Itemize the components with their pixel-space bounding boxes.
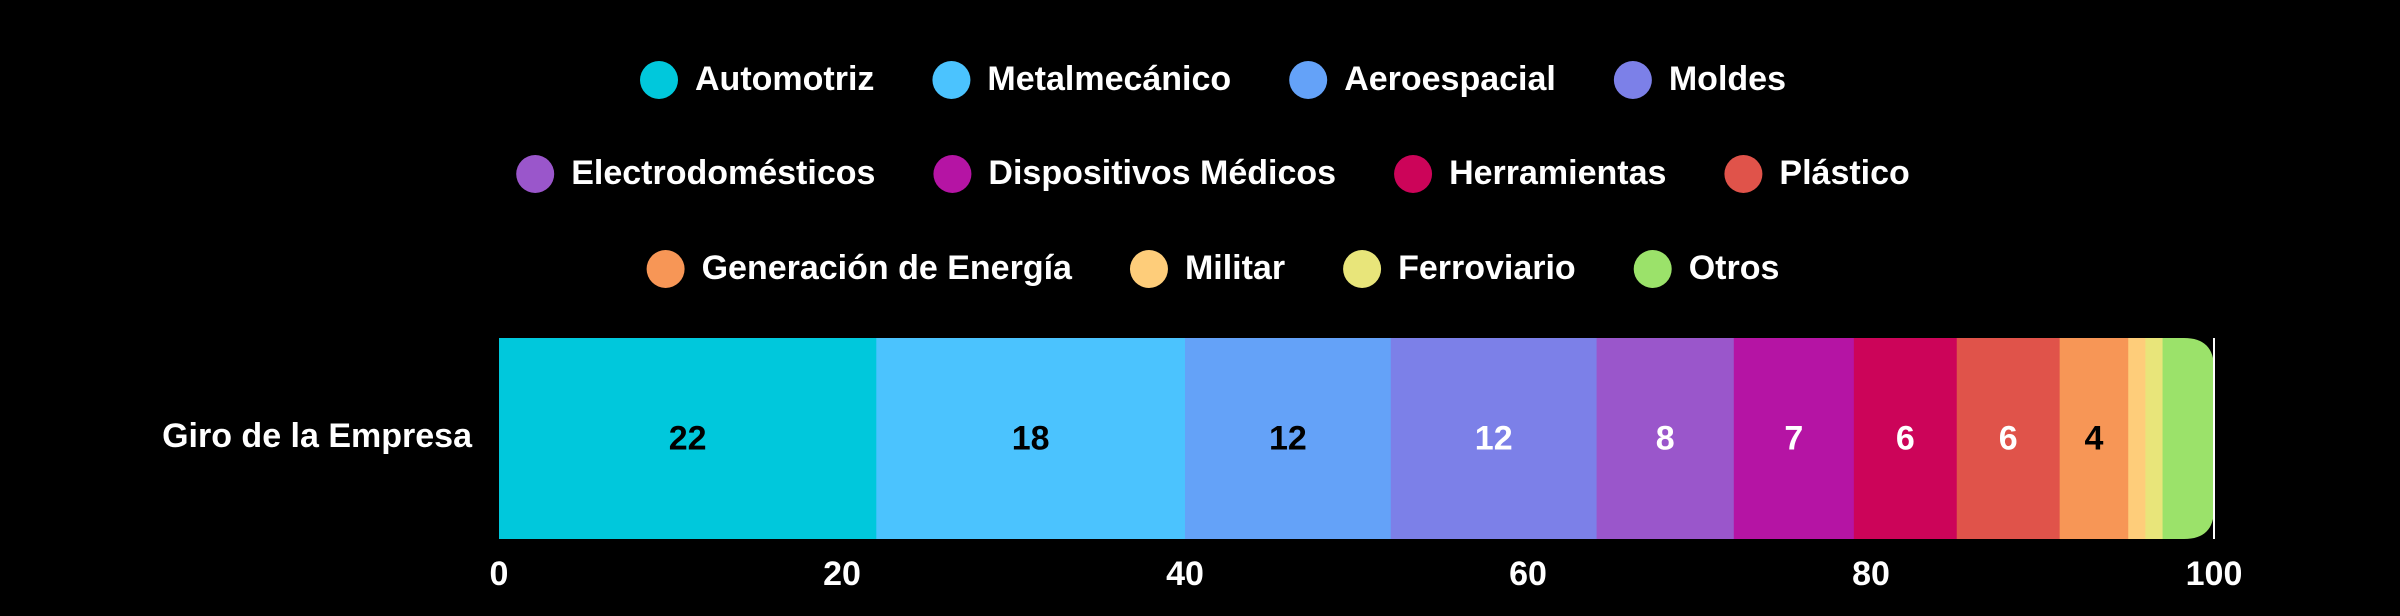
legend-label: Electrodomésticos xyxy=(571,154,875,192)
legend-item-plastico: Plástico xyxy=(1724,154,1910,193)
bar-segment-aeroespacial xyxy=(1185,338,1392,539)
bar-segment-electrodomesticos xyxy=(1596,338,1735,539)
legend-swatch xyxy=(646,250,685,288)
bar-segments xyxy=(499,338,2214,539)
legend-label: Dispositivos Médicos xyxy=(988,154,1336,192)
legend-label: Generación de Energía xyxy=(702,249,1073,287)
x-tick-label: 80 xyxy=(1852,555,1890,593)
legend-swatch xyxy=(1343,250,1382,288)
legend: Automotriz Metalmecánico Aeroespacial Molde… xyxy=(516,60,1910,288)
legend-item-metalmecanico: Metalmecánico xyxy=(932,60,1231,99)
bar-segment-herramientas xyxy=(1853,338,1958,539)
legend-swatch xyxy=(1394,155,1433,193)
data-label-metalmecanico: 18 xyxy=(1012,419,1050,457)
legend-label: Automotriz xyxy=(695,60,874,98)
data-labels: 22 18 12 12 8 7 6 6 4 xyxy=(669,419,2104,457)
legend-swatch xyxy=(1613,61,1652,99)
legend-item-generacion-de-energia: Generación de Energía xyxy=(646,249,1073,288)
legend-label: Plástico xyxy=(1779,154,1909,192)
data-label-generacion-de-energia: 4 xyxy=(2084,419,2103,457)
legend-label: Moldes xyxy=(1669,60,1786,98)
legend-label: Aeroespacial xyxy=(1344,60,1556,98)
data-label-aeroespacial: 12 xyxy=(1269,419,1307,457)
data-label-plastico: 6 xyxy=(1999,419,2018,457)
x-tick-label: 20 xyxy=(823,555,861,593)
data-label-moldes: 12 xyxy=(1475,419,1513,457)
legend-item-otros: Otros xyxy=(1633,249,1780,288)
legend-label: Ferroviario xyxy=(1398,249,1576,287)
legend-item-militar: Militar xyxy=(1129,249,1285,288)
legend-item-automotriz: Automotriz xyxy=(640,60,874,99)
legend-swatch xyxy=(1724,155,1763,193)
legend-label: Militar xyxy=(1185,249,1285,287)
bar-segment-automotriz xyxy=(499,338,877,539)
legend-item-ferroviario: Ferroviario xyxy=(1343,249,1576,288)
legend-label: Herramientas xyxy=(1449,154,1666,192)
legend-row: Generación de Energía Militar Ferroviario O… xyxy=(646,249,1780,288)
bar-segment-plastico xyxy=(1956,338,2061,539)
x-axis-ticks: 0 20 40 60 80 100 xyxy=(490,555,2243,593)
bar-segment-generacion-de-energia xyxy=(2059,338,2129,539)
x-tick-label: 100 xyxy=(2186,555,2243,593)
legend-label: Otros xyxy=(1689,249,1780,287)
bar-segment-metalmecanico xyxy=(876,338,1186,539)
legend-swatch xyxy=(516,155,555,193)
legend-swatch xyxy=(933,155,972,193)
plot-area: Giro de la Empresa 22 18 12 12 8 7 6 6 4 0 20 40 60… xyxy=(162,338,2242,593)
legend-label: Metalmecánico xyxy=(987,60,1231,98)
x-tick-label: 0 xyxy=(490,555,509,593)
legend-swatch xyxy=(640,61,679,99)
legend-swatch xyxy=(932,61,971,99)
bar-segment-dispositivos-medicos xyxy=(1733,338,1855,539)
legend-item-electrodomesticos: Electrodomésticos xyxy=(516,154,875,193)
legend-swatch xyxy=(1633,250,1672,288)
bar-segment-otros xyxy=(2162,338,2214,539)
data-label-electrodomesticos: 8 xyxy=(1656,419,1675,457)
bar-segment-moldes xyxy=(1390,338,1598,539)
x-tick-label: 40 xyxy=(1166,555,1204,593)
legend-swatch xyxy=(1129,250,1168,288)
data-label-herramientas: 6 xyxy=(1896,419,1915,457)
category-label: Giro de la Empresa xyxy=(162,417,473,455)
data-label-dispositivos-medicos: 7 xyxy=(1784,419,1803,457)
legend-row: Automotriz Metalmecánico Aeroespacial Molde… xyxy=(640,60,1786,99)
bar-segment-ferroviario xyxy=(2145,338,2164,539)
legend-item-moldes: Moldes xyxy=(1613,60,1786,99)
legend-item-aeroespacial: Aeroespacial xyxy=(1289,60,1556,99)
x-tick-label: 60 xyxy=(1509,555,1547,593)
legend-item-herramientas: Herramientas xyxy=(1394,154,1666,193)
legend-item-dispositivos-medicos: Dispositivos Médicos xyxy=(933,154,1336,193)
data-label-automotriz: 22 xyxy=(669,419,707,457)
legend-row: Electrodomésticos Dispositivos Médicos Her… xyxy=(516,154,1910,193)
legend-swatch xyxy=(1289,61,1328,99)
bar-segment-militar xyxy=(2128,338,2146,539)
